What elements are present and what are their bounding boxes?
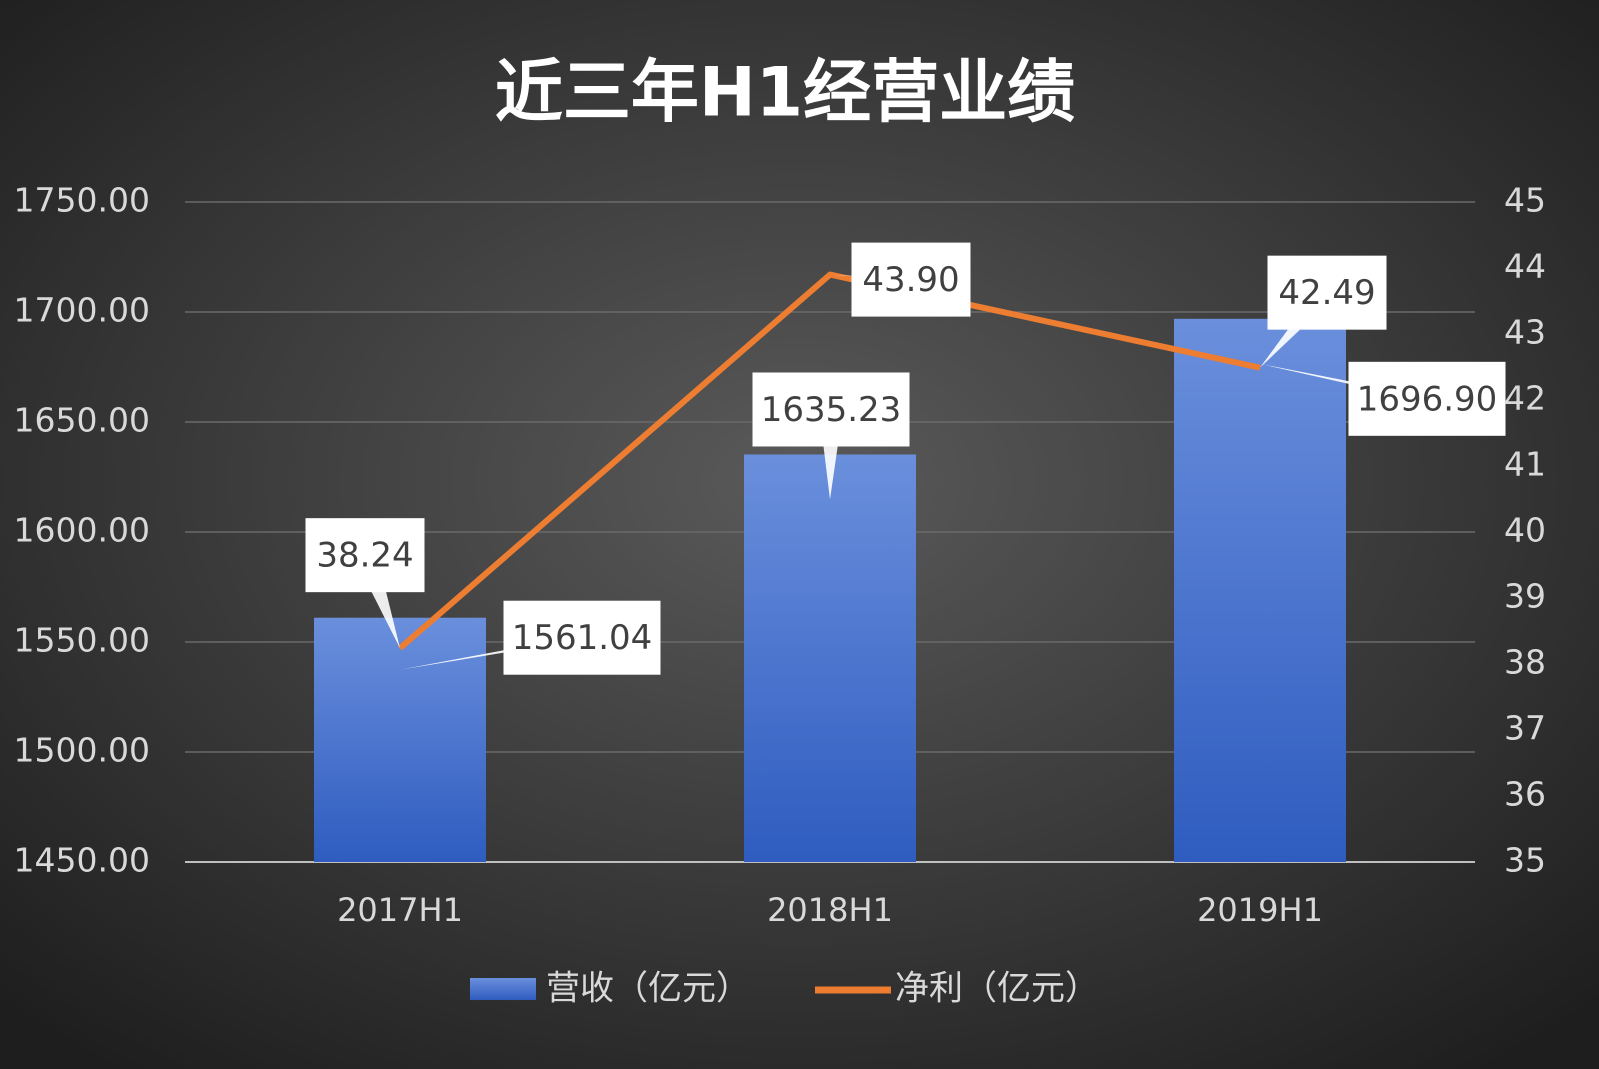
y2-tick-label: 39 <box>1504 577 1546 616</box>
x-tick-label: 2017H1 <box>337 891 463 929</box>
data-label: 43.90 <box>862 260 959 300</box>
y-tick-label: 1750.00 <box>14 181 150 220</box>
y2-tick-label: 45 <box>1504 181 1546 220</box>
label-box <box>1267 255 1387 330</box>
y2-tick-label: 40 <box>1504 511 1546 550</box>
data-label: 1561.04 <box>512 618 653 658</box>
label-box <box>503 600 661 675</box>
data-label: 42.49 <box>1278 273 1375 313</box>
y2-tick-label: 41 <box>1504 445 1546 484</box>
label-box <box>1348 361 1506 436</box>
label-box <box>851 242 971 317</box>
legend-label: 营收（亿元） <box>546 969 750 1009</box>
bar <box>314 617 486 862</box>
data-label: 38.24 <box>316 536 413 576</box>
label-box <box>752 372 910 447</box>
data-label: 1696.90 <box>1357 379 1498 419</box>
bar <box>1174 318 1346 862</box>
legend-label: 净利（亿元） <box>895 969 1099 1009</box>
bar <box>744 454 916 862</box>
y2-tick-label: 38 <box>1504 643 1546 682</box>
y-tick-label: 1700.00 <box>14 291 150 330</box>
y2-tick-label: 43 <box>1504 313 1546 352</box>
y2-tick-label: 44 <box>1504 247 1546 286</box>
legend-swatch <box>470 978 536 1000</box>
y-tick-label: 1500.00 <box>14 731 150 770</box>
x-tick-label: 2018H1 <box>767 891 893 929</box>
chart-title: 近三年H1经营业绩 <box>495 54 1075 133</box>
y2-tick-label: 35 <box>1504 841 1546 880</box>
y2-tick-label: 42 <box>1504 379 1546 418</box>
label-box <box>305 518 425 593</box>
x-tick-label: 2019H1 <box>1197 891 1323 929</box>
y-tick-label: 1650.00 <box>14 401 150 440</box>
y-tick-label: 1550.00 <box>14 621 150 660</box>
y2-tick-label: 36 <box>1504 775 1546 814</box>
data-label: 1635.23 <box>761 390 902 430</box>
y2-tick-label: 37 <box>1504 709 1546 748</box>
y-tick-label: 1450.00 <box>14 841 150 880</box>
y-tick-label: 1600.00 <box>14 511 150 550</box>
